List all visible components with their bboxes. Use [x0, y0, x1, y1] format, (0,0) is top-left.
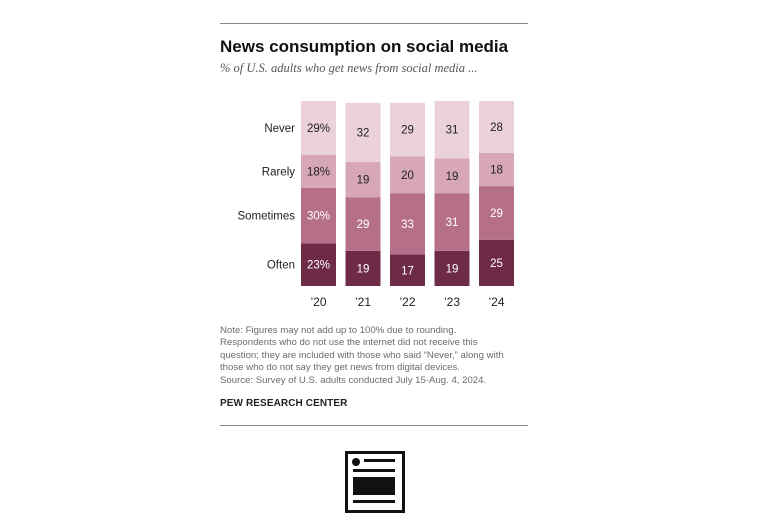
x-tick-label: ’23 [444, 295, 460, 309]
bar-segment-never [390, 102, 425, 157]
x-tick-label: ’24 [488, 295, 504, 309]
bar-segment-often [345, 250, 381, 286]
note-line: Respondents who do not use the internet … [220, 337, 478, 349]
legend-label-never: Never [264, 123, 295, 135]
note-line: question; they are included with those w… [220, 349, 504, 361]
bar-segment-rarely [434, 158, 470, 194]
legend-label-rarely: Rarely [262, 166, 295, 178]
data-label: 19 [357, 263, 370, 275]
x-tick-label: ’21 [355, 295, 371, 309]
bar-segment-rarely [345, 162, 381, 198]
data-label: 25 [490, 258, 503, 270]
data-label: 19 [446, 171, 459, 183]
data-label: 20 [401, 170, 414, 182]
data-label: 29 [401, 125, 414, 137]
source-line: Source: Survey of U.S. adults conducted … [220, 374, 487, 386]
bar-segment-sometimes [390, 193, 425, 255]
data-label: 19 [446, 263, 459, 275]
data-label: 29 [490, 208, 503, 220]
note-line: those who do not say they get news from … [220, 362, 460, 374]
data-label: 32 [357, 127, 370, 139]
data-label: 31 [446, 217, 459, 229]
top-rule [220, 23, 528, 24]
bar-segment-never [345, 102, 381, 163]
bar-segment-often [479, 239, 514, 286]
data-label: 30% [307, 211, 330, 223]
data-label: 19 [357, 175, 370, 187]
bar-segment-often [301, 243, 336, 286]
source-organization: PEW RESEARCH CENTER [220, 398, 348, 409]
bar-segment-often [434, 250, 470, 286]
bar-segment-rarely [301, 154, 336, 188]
legend-label-sometimes: Sometimes [237, 211, 295, 223]
chart-title: News consumption on social media [220, 37, 509, 56]
data-label: 23% [307, 260, 330, 272]
data-label: 28 [490, 122, 503, 134]
bar-segment-sometimes [479, 186, 514, 240]
bar-segment-sometimes [345, 197, 381, 251]
chart-subtitle: % of U.S. adults who get news from socia… [220, 61, 478, 75]
data-label: 33 [401, 219, 414, 231]
stacked-bar-chart: 23% 30% 18% 29% ’20 19 29 19 32 ’21 17 33 20 29 ’22 19 3… [237, 101, 514, 309]
data-label: 17 [401, 265, 414, 277]
chart-note: Note: Figures may not add up to 100% due… [220, 325, 540, 387]
data-label: 31 [446, 125, 459, 137]
bottom-rule [220, 425, 528, 426]
x-tick-label: ’22 [399, 295, 415, 309]
note-line: Note: Figures may not add up to 100% due… [220, 325, 457, 336]
data-label: 29% [307, 123, 330, 135]
bar-segment-never [479, 101, 514, 153]
bar-segment-rarely [390, 156, 425, 194]
bar-segment-never [301, 101, 336, 155]
article-icon[interactable] [345, 451, 405, 513]
bar-segment-sometimes [434, 193, 470, 251]
bar-segment-often [390, 254, 425, 286]
bar-segment-sometimes [301, 187, 336, 244]
data-label: 18 [490, 164, 503, 176]
data-label: 18% [307, 166, 330, 178]
bar-segment-rarely [479, 152, 514, 187]
bar-segment-never [434, 101, 470, 159]
data-label: 29 [357, 219, 370, 231]
x-tick-label: ’20 [310, 295, 326, 309]
legend-label-often: Often [267, 260, 295, 272]
